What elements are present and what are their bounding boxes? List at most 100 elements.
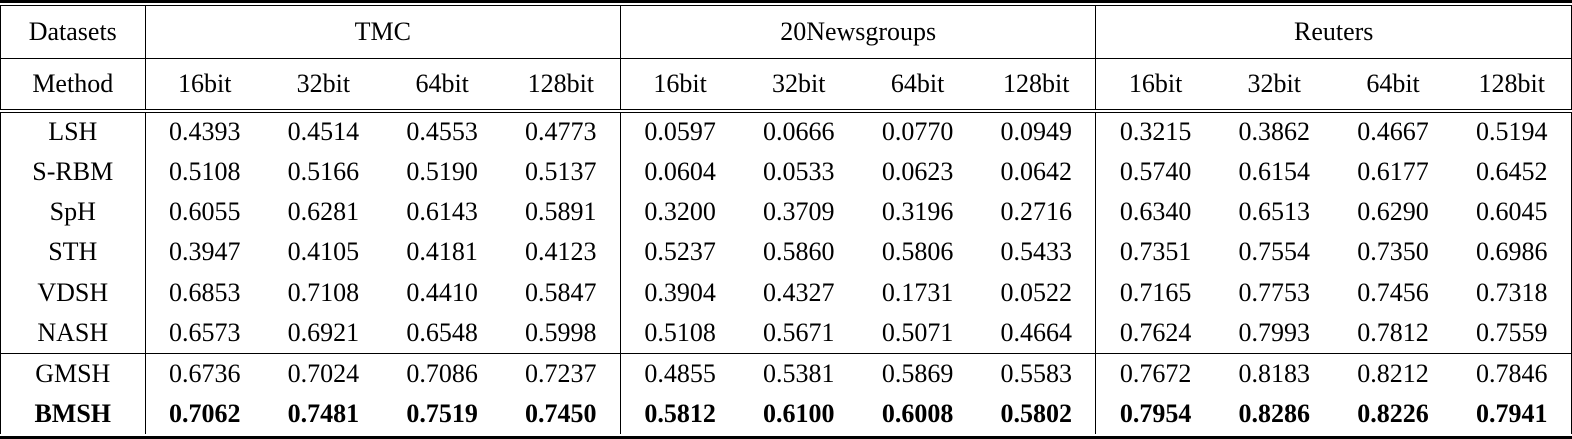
value-cell: 0.7086 [406,358,478,388]
value-cell: 0.5433 [977,232,1097,273]
value-cell: 0.1731 [881,277,954,307]
value-cell: 0.4773 [501,111,621,152]
value-cell: 0.5869 [881,358,954,388]
value-cell: 0.3215 [1119,117,1192,147]
value-cell: 0.7559 [1452,312,1572,354]
value-cell: 0.7624 [1095,312,1215,354]
table-row-vdsh: VDSH 0.6853 0.7108 0.4410 0.5847 0.3904 0.4327… [0,272,1572,313]
value-cell: 0.4105 [287,237,360,267]
value-cell: 0.4667 [1357,117,1429,147]
value-cell: 0.6100 [763,398,835,428]
value-cell: 0.7350 [1357,237,1429,267]
value-cell: 0.6340 [1119,196,1192,226]
value-cell: 0.5802 [977,393,1097,434]
method-header: Method [0,58,146,113]
bit-header: 16bit [145,58,264,113]
value-cell: 0.7993 [1214,312,1334,354]
value-cell: 0.6154 [1238,156,1310,186]
value-cell: 0.7062 [168,398,241,428]
value-cell: 0.7846 [1452,353,1572,394]
value-cell: 0.8286 [1238,398,1310,428]
value-cell: 0.4327 [763,277,835,307]
value-cell: 0.4181 [406,237,478,267]
bit-header: 128bit [977,58,1097,113]
value-cell: 0.7753 [1238,277,1310,307]
value-cell: 0.6045 [1452,191,1572,233]
value-cell: 0.5998 [501,312,621,354]
bit-header: 128bit [1452,58,1572,113]
table-body: LSH 0.4393 0.4514 0.4553 0.4773 0.0597 0.0666 0… [0,111,1572,434]
value-cell: 0.5108 [620,312,740,354]
value-cell: 0.6986 [1452,232,1572,273]
bit-header: 16bit [1095,58,1215,113]
value-cell: 0.5108 [168,156,241,186]
value-cell: 0.7165 [1119,277,1192,307]
group-header-reuters: Reuters [1095,5,1572,59]
header-row-datasets: Datasets TMC 20Newsgroups Reuters [0,5,1572,59]
group-header-20newsgroups: 20Newsgroups [620,5,1097,59]
value-cell: 0.0604 [644,156,716,186]
value-cell: 0.6290 [1357,196,1429,226]
value-cell: 0.5671 [739,312,859,354]
value-cell: 0.0949 [977,111,1097,152]
value-cell: 0.7519 [406,398,478,428]
value-cell: 0.7024 [287,358,360,388]
value-cell: 0.7351 [1119,237,1192,267]
value-cell: 0.7954 [1119,398,1192,428]
method-cell: LSH [0,111,146,152]
corner-header: Datasets [0,5,146,59]
bit-header: 64bit [1333,58,1453,113]
bit-header: 64bit [858,58,978,113]
value-cell: 0.4410 [406,277,478,307]
value-cell: 0.5812 [644,398,716,428]
value-cell: 0.6921 [263,312,383,354]
value-cell: 0.3200 [644,196,716,226]
value-cell: 0.0642 [977,151,1097,192]
method-cell: S-RBM [0,151,146,192]
header-row-method: Method 16bit 32bit 64bit 128bit 16bit 32… [0,58,1572,113]
value-cell: 0.0533 [763,156,835,186]
table-header: Datasets TMC 20Newsgroups Reuters Method… [0,5,1572,113]
value-cell: 0.5137 [501,151,621,192]
bit-header: 32bit [739,58,859,113]
value-cell: 0.4514 [287,117,360,147]
table-row-lsh: LSH 0.4393 0.4514 0.4553 0.4773 0.0597 0.0666 0… [0,111,1572,152]
table-row-nash: NASH 0.6573 0.6921 0.6548 0.5998 0.5108 0.5671… [0,312,1572,354]
value-cell: 0.7554 [1238,237,1310,267]
value-cell: 0.8183 [1238,358,1310,388]
value-cell: 0.0597 [644,117,716,147]
value-cell: 0.0666 [763,117,835,147]
value-cell: 0.3196 [881,196,954,226]
value-cell: 0.7941 [1452,393,1572,434]
value-cell: 0.6736 [168,358,241,388]
table-row-sph: SpH 0.6055 0.6281 0.6143 0.5891 0.3200 0.3709 0… [0,191,1572,233]
value-cell: 0.6548 [382,312,502,354]
bit-header: 64bit [382,58,502,113]
value-cell: 0.6853 [168,277,241,307]
method-cell: VDSH [0,272,146,313]
value-cell: 0.5381 [763,358,835,388]
value-cell: 0.4855 [644,358,716,388]
table-row-gmsh: GMSH 0.6736 0.7024 0.7086 0.7237 0.4855 0.5381… [0,353,1572,394]
value-cell: 0.5583 [977,353,1097,394]
value-cell: 0.5891 [501,191,621,233]
value-cell: 0.6573 [145,312,264,354]
value-cell: 0.7456 [1357,277,1429,307]
value-cell: 0.7672 [1119,358,1192,388]
value-cell: 0.6281 [287,196,360,226]
results-table: Datasets TMC 20Newsgroups Reuters Method… [0,5,1572,434]
value-cell: 0.7450 [501,393,621,434]
value-cell: 0.8226 [1357,398,1429,428]
value-cell: 0.5071 [858,312,978,354]
value-cell: 0.0770 [881,117,954,147]
value-cell: 0.7237 [501,353,621,394]
group-header-tmc: TMC [145,5,621,59]
method-cell: NASH [0,312,146,354]
value-cell: 0.5806 [881,237,954,267]
value-cell: 0.3862 [1238,117,1310,147]
bit-header: 16bit [620,58,740,113]
method-cell: STH [0,232,146,273]
value-cell: 0.0623 [881,156,954,186]
value-cell: 0.4553 [406,117,478,147]
method-cell: GMSH [0,353,146,394]
